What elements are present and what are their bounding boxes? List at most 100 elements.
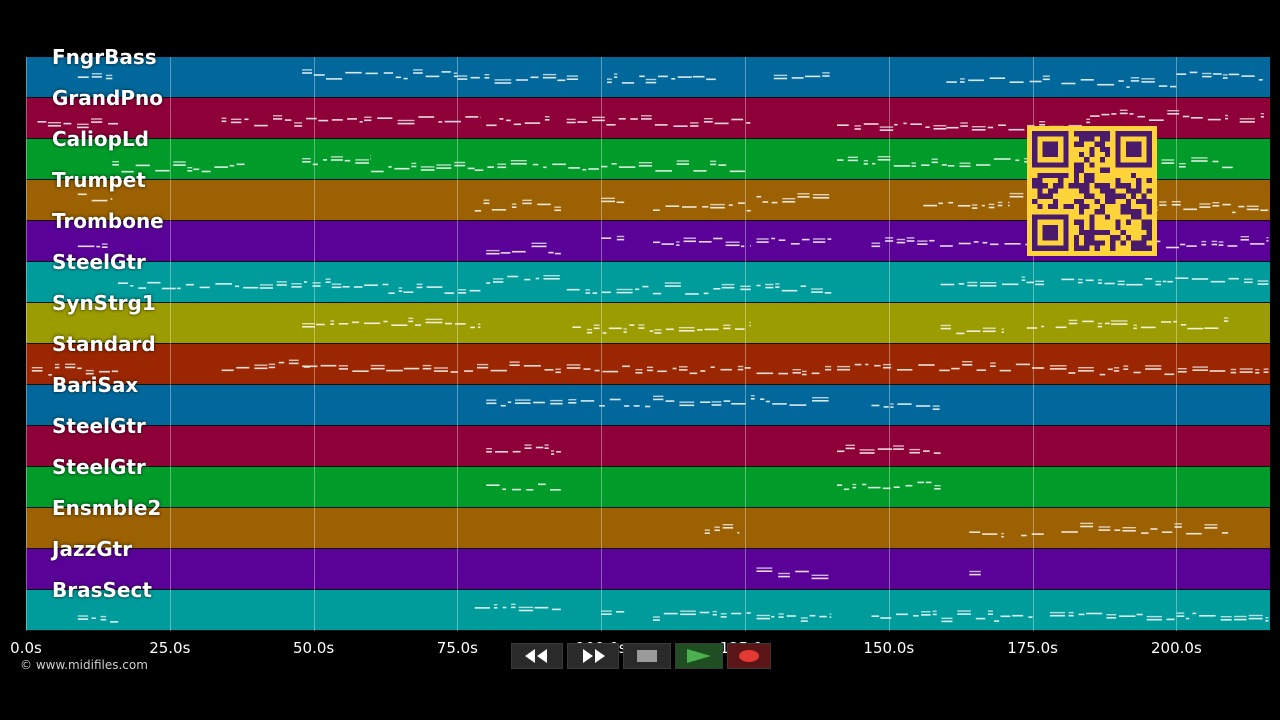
note-mark — [413, 72, 423, 74]
note-mark — [756, 241, 769, 243]
note-mark — [932, 610, 937, 612]
note-mark — [121, 170, 134, 173]
note-mark — [477, 363, 489, 366]
note-mark — [1042, 78, 1050, 81]
stop-button[interactable] — [623, 643, 671, 669]
note-mark — [524, 278, 531, 281]
note-mark — [1042, 75, 1050, 77]
track-notes — [756, 567, 981, 580]
note-mark — [1218, 241, 1224, 243]
note-mark — [720, 616, 727, 618]
note-mark — [976, 164, 991, 166]
note-mark — [544, 369, 554, 371]
note-mark — [1145, 368, 1162, 370]
note-mark — [1012, 614, 1024, 617]
note-mark — [710, 163, 717, 166]
note-mark — [318, 119, 329, 122]
note-mark — [342, 286, 350, 288]
fast-forward-button[interactable] — [567, 643, 619, 669]
time-tick-label: 50.0s — [292, 639, 335, 657]
note-mark — [863, 163, 868, 165]
note-mark — [63, 122, 72, 125]
note-mark — [1097, 325, 1103, 328]
note-mark — [982, 327, 996, 329]
note-mark — [959, 165, 971, 168]
time-tick-label: 150.0s — [863, 639, 915, 657]
note-mark — [105, 77, 113, 80]
note-mark — [433, 367, 448, 369]
note-mark — [1240, 239, 1249, 241]
track-notes — [302, 317, 1229, 335]
note-mark — [655, 170, 672, 172]
note-mark — [276, 281, 287, 283]
record-button[interactable] — [727, 643, 771, 669]
note-mark — [663, 612, 678, 615]
note-mark — [645, 405, 651, 408]
note-mark — [729, 170, 745, 173]
note-mark — [1080, 522, 1094, 525]
note-mark — [971, 126, 986, 128]
note-mark — [304, 281, 307, 283]
note-mark — [854, 363, 862, 366]
note-mark — [345, 71, 362, 74]
note-mark — [1174, 523, 1182, 525]
rewind-button[interactable] — [511, 643, 563, 669]
note-mark — [825, 368, 832, 371]
note-mark — [1133, 327, 1137, 330]
note-mark — [1026, 327, 1038, 329]
note-mark — [782, 201, 796, 203]
note-mark — [1222, 203, 1231, 206]
note-mark — [1158, 85, 1168, 87]
note-mark — [1177, 368, 1187, 370]
note-mark — [450, 371, 459, 373]
note-mark — [352, 370, 369, 372]
note-mark — [1086, 612, 1103, 615]
note-mark — [1104, 282, 1115, 285]
note-mark — [551, 450, 555, 452]
note-mark — [906, 237, 915, 239]
note-mark — [302, 323, 315, 325]
note-mark — [483, 202, 490, 205]
note-mark — [879, 126, 894, 128]
note-mark — [1133, 371, 1141, 374]
note-mark — [77, 126, 89, 129]
note-mark — [714, 529, 720, 532]
note-mark — [756, 614, 770, 617]
note-mark — [370, 158, 372, 160]
note-mark — [1199, 206, 1211, 208]
note-mark — [706, 78, 716, 81]
note-mark — [566, 121, 576, 124]
note-mark — [981, 204, 985, 207]
note-mark — [1180, 324, 1187, 326]
note-mark — [712, 613, 717, 616]
qr-code-icon[interactable] — [1027, 126, 1157, 256]
rewind-icon — [525, 649, 547, 663]
note-mark — [988, 203, 995, 206]
note-mark — [606, 124, 616, 126]
note-mark — [966, 330, 981, 332]
play-button[interactable] — [675, 643, 723, 669]
note-mark — [845, 447, 855, 450]
note-mark — [99, 370, 110, 373]
note-mark — [969, 573, 981, 576]
note-mark — [811, 291, 823, 293]
note-mark — [773, 74, 788, 77]
note-mark — [1008, 201, 1010, 204]
note-mark — [1223, 317, 1229, 319]
note-mark — [1166, 246, 1179, 249]
note-mark — [1141, 532, 1149, 534]
note-mark — [890, 406, 894, 408]
track-label: SteelGtr — [52, 455, 146, 479]
note-mark — [837, 124, 849, 126]
note-mark — [524, 447, 532, 449]
note-mark — [464, 370, 473, 372]
note-mark — [1111, 113, 1117, 115]
note-mark — [641, 115, 652, 117]
note-mark — [48, 374, 52, 376]
note-mark — [1097, 322, 1103, 325]
note-mark — [1223, 320, 1229, 322]
note-mark — [948, 201, 954, 204]
note-mark — [486, 282, 491, 284]
note-mark — [967, 284, 978, 287]
note-mark — [638, 165, 652, 167]
